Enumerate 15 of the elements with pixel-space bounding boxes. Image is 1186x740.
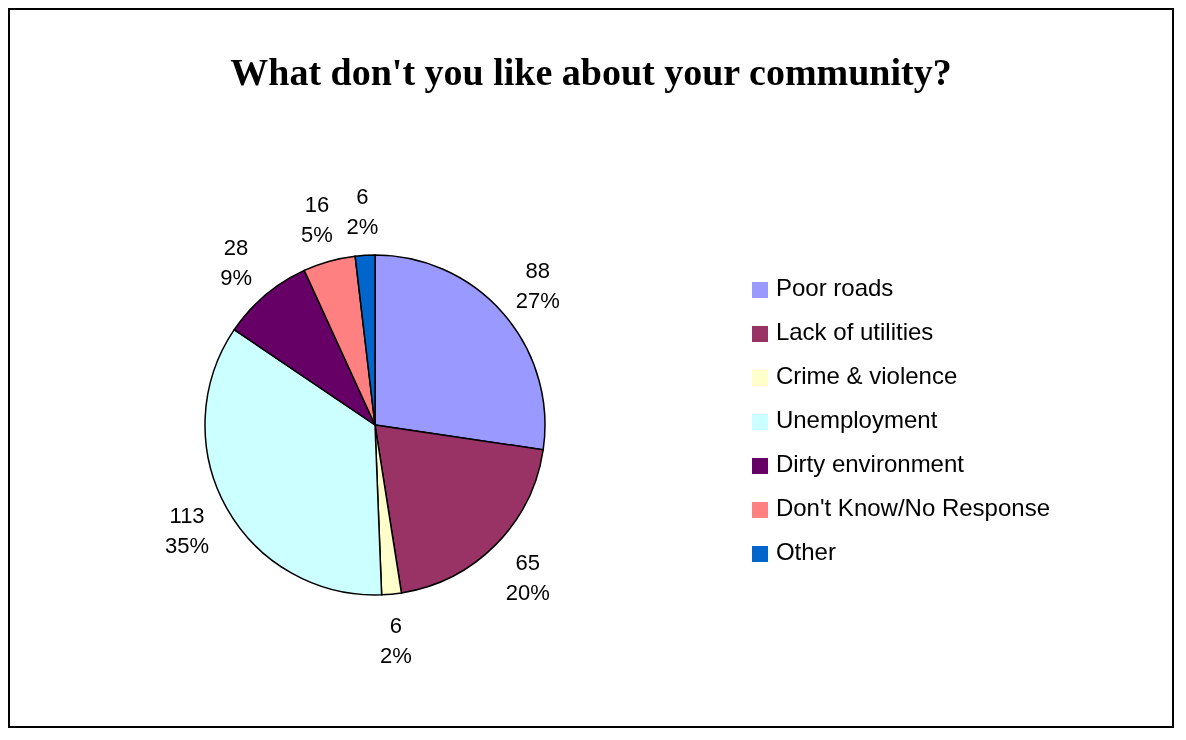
legend-label: Other: [775, 538, 836, 565]
data-label: 6 2%: [380, 612, 412, 668]
legend-label: Don't Know/No Response: [775, 494, 1050, 521]
data-label: 6 2%: [346, 184, 379, 240]
legend-label: Crime & violence: [775, 362, 958, 389]
legend-label: Poor roads: [775, 274, 894, 301]
data-label: 65 20%: [505, 550, 550, 606]
chart-title: What don't you like about your community?: [229, 50, 953, 95]
data-label: 113 35%: [165, 503, 210, 559]
legend-label: Unemployment: [775, 406, 938, 433]
data-label: 88 27%: [515, 258, 560, 314]
legend-label: Dirty environment: [775, 450, 964, 477]
data-label: 28 9%: [220, 234, 252, 290]
data-label: 16 5%: [301, 191, 333, 247]
legend-label: Lack of utilities: [775, 318, 934, 345]
